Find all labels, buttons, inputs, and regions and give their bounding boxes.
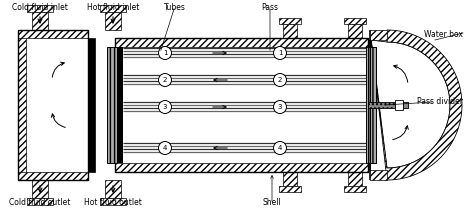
Text: Cold fluid outlet: Cold fluid outlet <box>9 198 71 207</box>
Text: 4: 4 <box>163 145 167 151</box>
Text: Shell: Shell <box>263 198 282 207</box>
Bar <box>18 30 88 38</box>
Bar <box>370 170 387 180</box>
Circle shape <box>273 101 286 113</box>
Bar <box>279 186 301 192</box>
Text: 1: 1 <box>278 50 282 56</box>
Text: Tubes: Tubes <box>164 3 186 12</box>
Circle shape <box>158 142 172 155</box>
Text: 2: 2 <box>163 77 167 83</box>
Text: Pass divider: Pass divider <box>417 97 463 106</box>
Circle shape <box>273 74 286 87</box>
Circle shape <box>158 74 172 87</box>
Bar <box>403 102 408 108</box>
Bar <box>344 186 366 192</box>
Bar <box>100 198 126 205</box>
Bar <box>18 30 26 180</box>
Text: Water box: Water box <box>424 30 463 39</box>
Bar <box>366 47 376 163</box>
Text: Hot fluid outlet: Hot fluid outlet <box>84 198 142 207</box>
Bar <box>18 30 88 180</box>
Bar <box>344 18 366 24</box>
Polygon shape <box>370 30 462 180</box>
Text: 2: 2 <box>278 77 282 83</box>
Bar <box>283 172 297 186</box>
Text: Pass: Pass <box>262 3 279 12</box>
Bar <box>115 38 368 172</box>
Bar <box>32 12 48 30</box>
Bar <box>279 18 301 24</box>
Circle shape <box>273 46 286 59</box>
Text: Cold fluid inlet: Cold fluid inlet <box>12 3 68 12</box>
Polygon shape <box>370 40 450 170</box>
Bar <box>368 102 395 108</box>
Bar <box>100 5 126 12</box>
Bar <box>27 198 53 205</box>
Circle shape <box>273 142 286 155</box>
Text: 4: 4 <box>278 145 282 151</box>
Bar <box>115 38 368 47</box>
Bar <box>115 163 368 172</box>
Text: Hot fluid inlet: Hot fluid inlet <box>87 3 139 12</box>
Bar <box>105 12 121 30</box>
Bar <box>117 47 123 163</box>
Circle shape <box>158 101 172 113</box>
Bar <box>88 38 95 172</box>
Text: 1: 1 <box>163 50 167 56</box>
Bar <box>348 24 362 38</box>
Bar <box>395 100 403 110</box>
Bar <box>105 180 121 198</box>
Bar <box>32 180 48 198</box>
Bar <box>27 5 53 12</box>
Bar <box>18 172 88 180</box>
Text: 3: 3 <box>278 104 282 110</box>
Bar <box>370 30 387 40</box>
Circle shape <box>158 46 172 59</box>
Bar <box>283 24 297 38</box>
Text: 3: 3 <box>163 104 167 110</box>
Bar <box>107 47 117 163</box>
Bar <box>348 172 362 186</box>
